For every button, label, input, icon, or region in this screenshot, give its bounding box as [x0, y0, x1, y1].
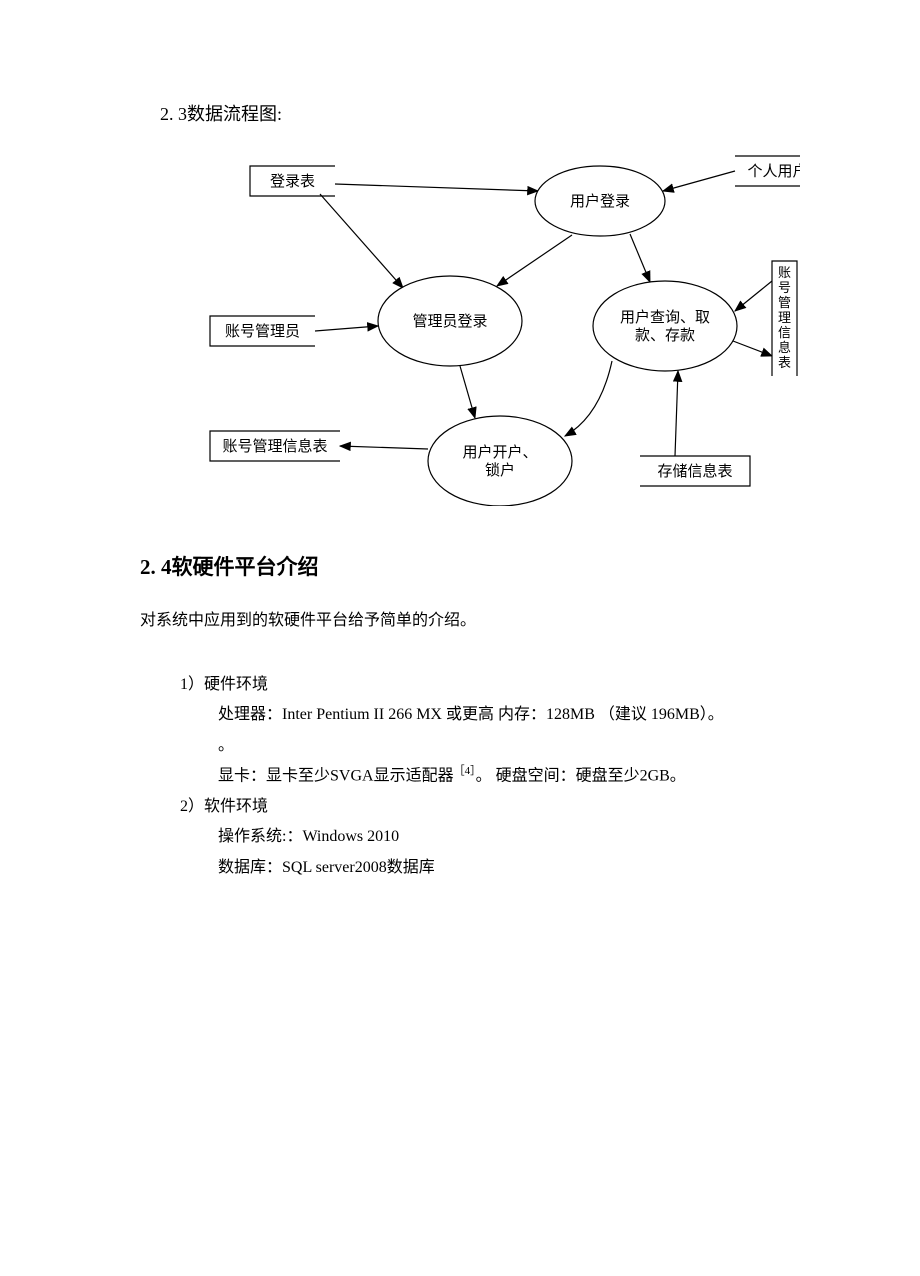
dataflow-diagram: 用户登录管理员登录用户查询、取款、存款用户开户、锁户登录表个人用户账号管理员账号…	[200, 146, 780, 511]
intro-paragraph: 对系统中应用到的软硬件平台给予简单的介绍。	[140, 606, 780, 630]
svg-text:个人用户: 个人用户	[747, 163, 800, 180]
hw-cpu-line: 处理器：Inter Pentium II 266 MX 或更高 内存：128MB…	[218, 700, 780, 730]
svg-text:账: 账	[778, 265, 791, 280]
svg-text:管理员登录: 管理员登录	[412, 313, 487, 330]
svg-text:理: 理	[778, 310, 791, 325]
heading-24: 2. 4软硬件平台介绍	[140, 551, 780, 581]
svg-text:管: 管	[778, 295, 791, 310]
svg-text:息: 息	[778, 340, 791, 355]
svg-text:用户查询、取: 用户查询、取	[620, 309, 710, 326]
sw-os-line: 操作系统:：Windows 2010	[218, 822, 780, 852]
environment-section: 1）硬件环境 处理器：Inter Pentium II 266 MX 或更高 内…	[180, 670, 780, 883]
svg-text:账号管理员: 账号管理员	[225, 323, 300, 340]
heading-23: 2. 3数据流程图:	[160, 100, 780, 126]
hw-display-post: 。 硬盘空间：硬盘至少2GB。	[476, 768, 686, 785]
svg-text:表: 表	[778, 355, 791, 370]
svg-text:用户开户、: 用户开户、	[462, 444, 537, 461]
sw-env-title: 2）软件环境	[180, 792, 780, 822]
svg-text:存储信息表: 存储信息表	[657, 463, 732, 480]
hw-env-title: 1）硬件环境	[180, 670, 780, 700]
svg-text:用户登录: 用户登录	[570, 193, 630, 210]
hw-display-sup: ［4］	[454, 765, 476, 777]
svg-text:账号管理信息表: 账号管理信息表	[222, 438, 327, 455]
svg-text:锁户: 锁户	[485, 462, 515, 479]
hw-display-pre: 显卡：显卡至少SVGA显示适配器	[218, 768, 454, 785]
svg-text:登录表: 登录表	[270, 173, 315, 190]
hw-dot-line: 。	[218, 731, 780, 761]
svg-text:款、存款: 款、存款	[635, 327, 695, 344]
hw-display-line: 显卡：显卡至少SVGA显示适配器［4］。 硬盘空间：硬盘至少2GB。	[218, 761, 780, 792]
svg-text:信: 信	[778, 325, 791, 340]
sw-db-line: 数据库：SQL server2008数据库	[218, 853, 780, 883]
svg-text:号: 号	[778, 280, 791, 295]
